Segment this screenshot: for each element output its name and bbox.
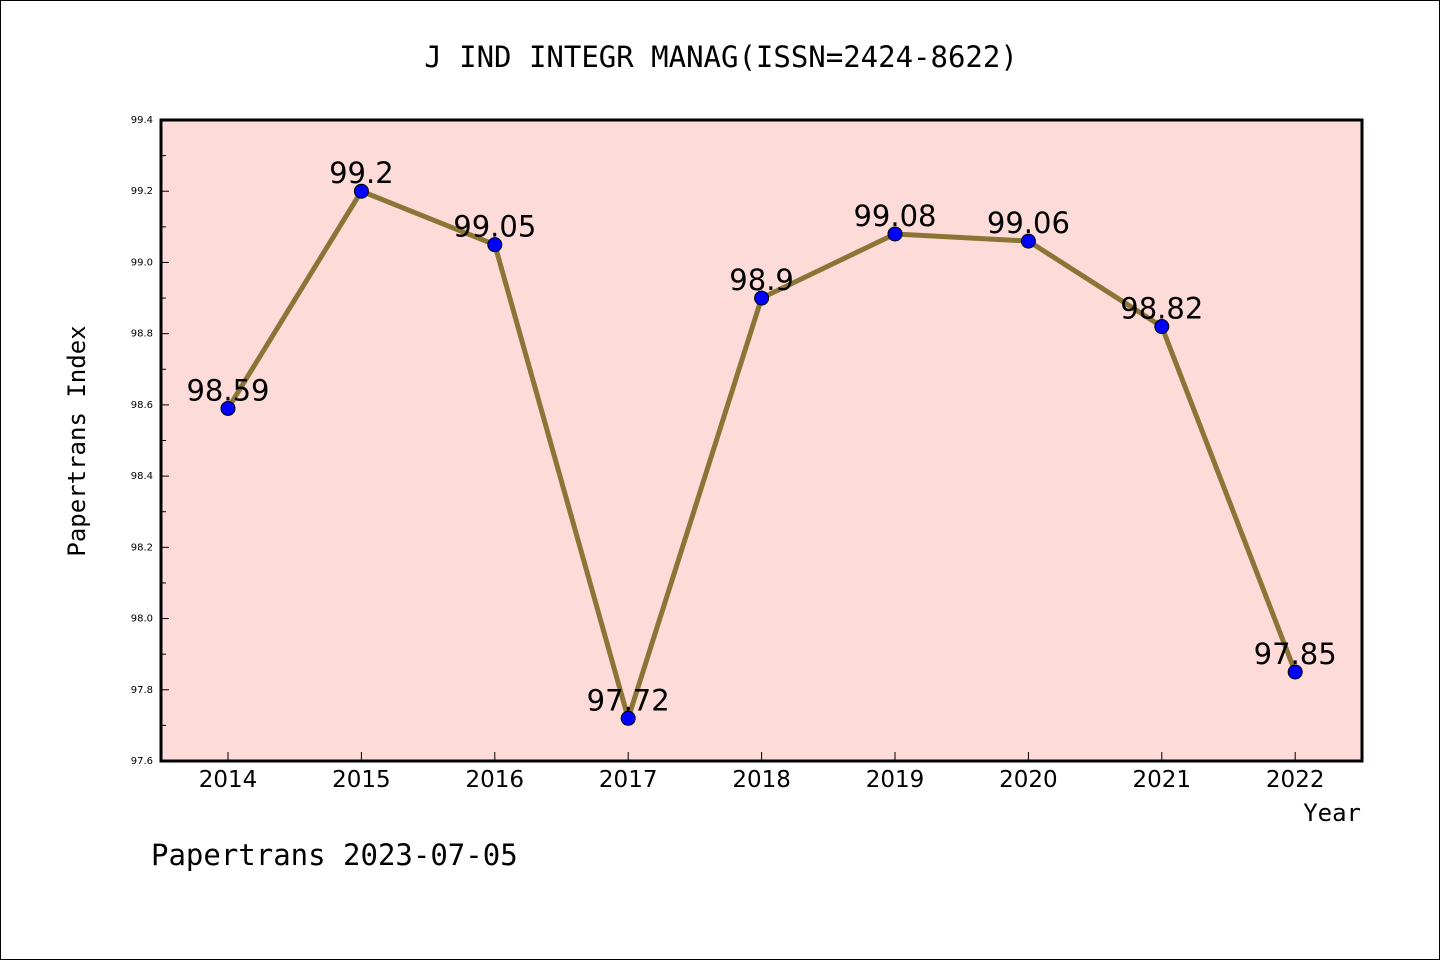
y-tick-label: 97.6 xyxy=(131,756,153,767)
data-point xyxy=(1154,319,1170,335)
x-tick-label: 2014 xyxy=(199,767,258,793)
y-tick-label: 99.0 xyxy=(131,257,153,268)
x-tick-label: 2020 xyxy=(999,767,1058,793)
data-point xyxy=(620,710,636,726)
y-tick-label: 99.4 xyxy=(131,115,153,126)
x-axis-label: Year xyxy=(1303,799,1361,827)
data-label: 99.2 xyxy=(329,156,394,190)
x-tick-label: 2019 xyxy=(866,767,925,793)
chart-title: J IND INTEGR MANAG(ISSN=2424-8622) xyxy=(424,40,1018,74)
data-label: 97.85 xyxy=(1254,637,1337,671)
y-tick-label: 98.2 xyxy=(131,542,153,553)
data-label: 98.82 xyxy=(1120,292,1203,326)
data-point xyxy=(487,237,503,253)
x-axis: 2014 2015 2016 2017 2018 2019 2020 2021 2022 xyxy=(199,752,1325,793)
series-line-group: 98.59 99.2 99.05 97.72 98.9 99.08 99.06 98.82 97… xyxy=(186,156,1337,726)
data-label: 99.08 xyxy=(853,199,936,233)
y-tick-label: 98.6 xyxy=(131,400,153,411)
data-point xyxy=(353,183,369,199)
data-point xyxy=(220,400,236,416)
y-axis-label: Papertrans Index xyxy=(63,325,91,556)
x-tick-label: 2022 xyxy=(1266,767,1325,793)
data-point xyxy=(887,226,903,242)
y-tick-label: 98.4 xyxy=(131,471,153,482)
x-tick-label: 2018 xyxy=(732,767,791,793)
plot-area xyxy=(159,118,1364,763)
data-label: 98.9 xyxy=(729,263,794,297)
x-tick-label: 2016 xyxy=(466,767,525,793)
y-tick-label: 98.8 xyxy=(131,329,153,340)
footer-date: Papertrans 2023-07-05 xyxy=(151,838,518,872)
data-label: 97.72 xyxy=(587,683,670,717)
data-point xyxy=(754,290,770,306)
data-label: 98.59 xyxy=(186,373,269,407)
x-tick-label: 2021 xyxy=(1133,767,1192,793)
y-axis: 97.6 97.8 98.0 98.2 98.4 98.6 98.8 99.0 99.2 99.4 xyxy=(131,115,169,767)
data-point xyxy=(1287,664,1303,680)
y-tick-label: 99.2 xyxy=(131,186,153,197)
y-tick-label: 97.8 xyxy=(131,685,153,696)
data-label: 99.06 xyxy=(987,206,1070,240)
data-label: 99.05 xyxy=(453,210,536,244)
data-point xyxy=(1020,233,1036,249)
y-tick-label: 98.0 xyxy=(131,614,153,625)
x-tick-label: 2017 xyxy=(599,767,658,793)
x-tick-label: 2015 xyxy=(332,767,391,793)
